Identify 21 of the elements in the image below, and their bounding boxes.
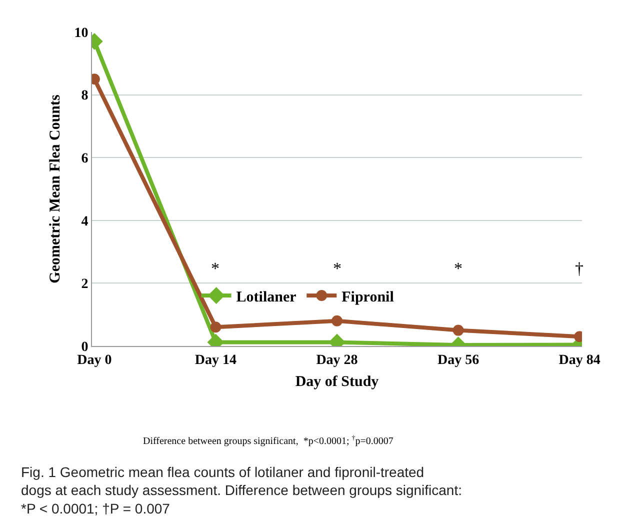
- annotation: *: [454, 259, 462, 278]
- x-tick-label: Day 0: [77, 352, 112, 368]
- annotation: †: [575, 259, 584, 278]
- text: Difference between groups significant, *p<0.0001; $^{†}$p=0.0007: [143, 434, 394, 448]
- y-tick-label: 10: [74, 26, 88, 41]
- x-tick-label: Day 56: [437, 352, 480, 368]
- x-tick-label: Day 28: [316, 352, 358, 368]
- y-tick-label: 0: [81, 340, 88, 355]
- y-tick-label: 6: [81, 152, 88, 166]
- x-tick-label: Day 14: [194, 352, 237, 368]
- annotation: *: [333, 259, 342, 278]
- x-tick-label: Day 84: [558, 352, 600, 368]
- annotation: *: [211, 259, 220, 278]
- legend-label: Lotilaner: [236, 289, 297, 306]
- y-tick-label: 8: [81, 88, 88, 104]
- legend-label: Fipronil: [342, 289, 394, 306]
- caption: Fig. 1 Geometric mean flea counts of lotilaner and fipronil-treated dogs at each study assessment. Difference between groups significant: *P < 0.0001; †P = 0.007: [21, 464, 462, 516]
- y-tick-label: 2: [81, 277, 88, 292]
- y-axis-title: Geometric Mean Flea Counts: [47, 94, 64, 284]
- x-axis-title: Day of Study: [295, 374, 380, 390]
- y-tick-label: 4: [81, 214, 88, 230]
